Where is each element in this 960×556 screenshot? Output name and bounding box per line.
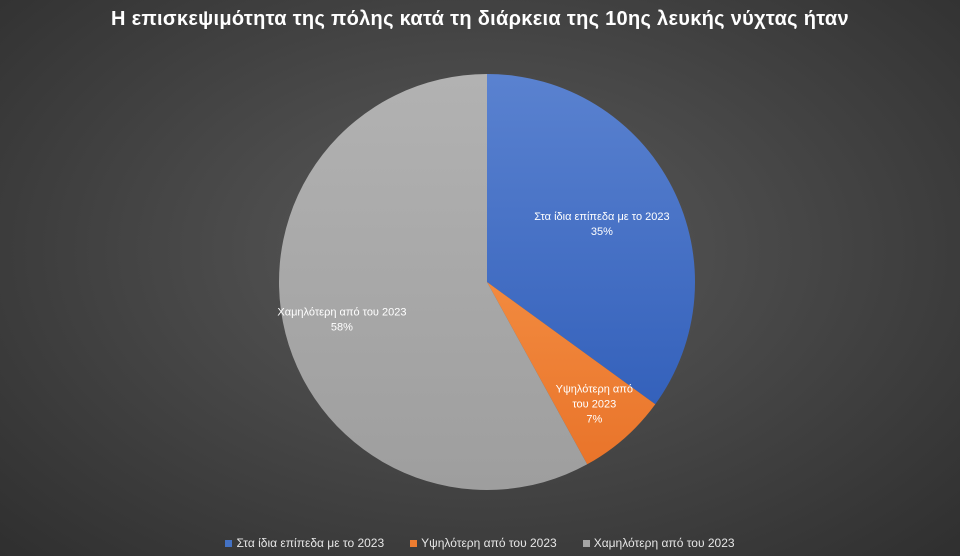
legend-swatch bbox=[582, 539, 590, 547]
chart-title: Η επισκεψιμότητα της πόλης κατά τη διάρκ… bbox=[111, 8, 849, 30]
legend-swatch bbox=[410, 539, 418, 547]
legend-swatch bbox=[225, 539, 233, 547]
legend-item: Στα ίδια επίπεδα με το 2023 bbox=[225, 536, 384, 550]
legend-item: Υψηλότερη από του 2023 bbox=[410, 536, 557, 550]
chart-legend: Στα ίδια επίπεδα με το 2023 Υψηλότερη απ… bbox=[0, 536, 960, 550]
legend-item: Χαμηλότερη από του 2023 bbox=[582, 536, 735, 550]
pie-slice bbox=[487, 74, 695, 405]
slice-label: Υψηλότερη από του 2023 7% bbox=[556, 384, 633, 426]
legend-label: Υψηλότερη από του 2023 bbox=[421, 536, 557, 550]
slice-label: Χαμηλότερη από του 2023 58% bbox=[277, 307, 406, 334]
legend-label: Στα ίδια επίπεδα με το 2023 bbox=[236, 536, 385, 550]
slice-label: Στα ίδια επίπεδα με το 2023 35% bbox=[534, 211, 669, 238]
pie-slice bbox=[487, 282, 656, 465]
legend-label: Χαμηλότερη από του 2023 bbox=[593, 536, 735, 550]
pie-slice bbox=[279, 74, 588, 490]
